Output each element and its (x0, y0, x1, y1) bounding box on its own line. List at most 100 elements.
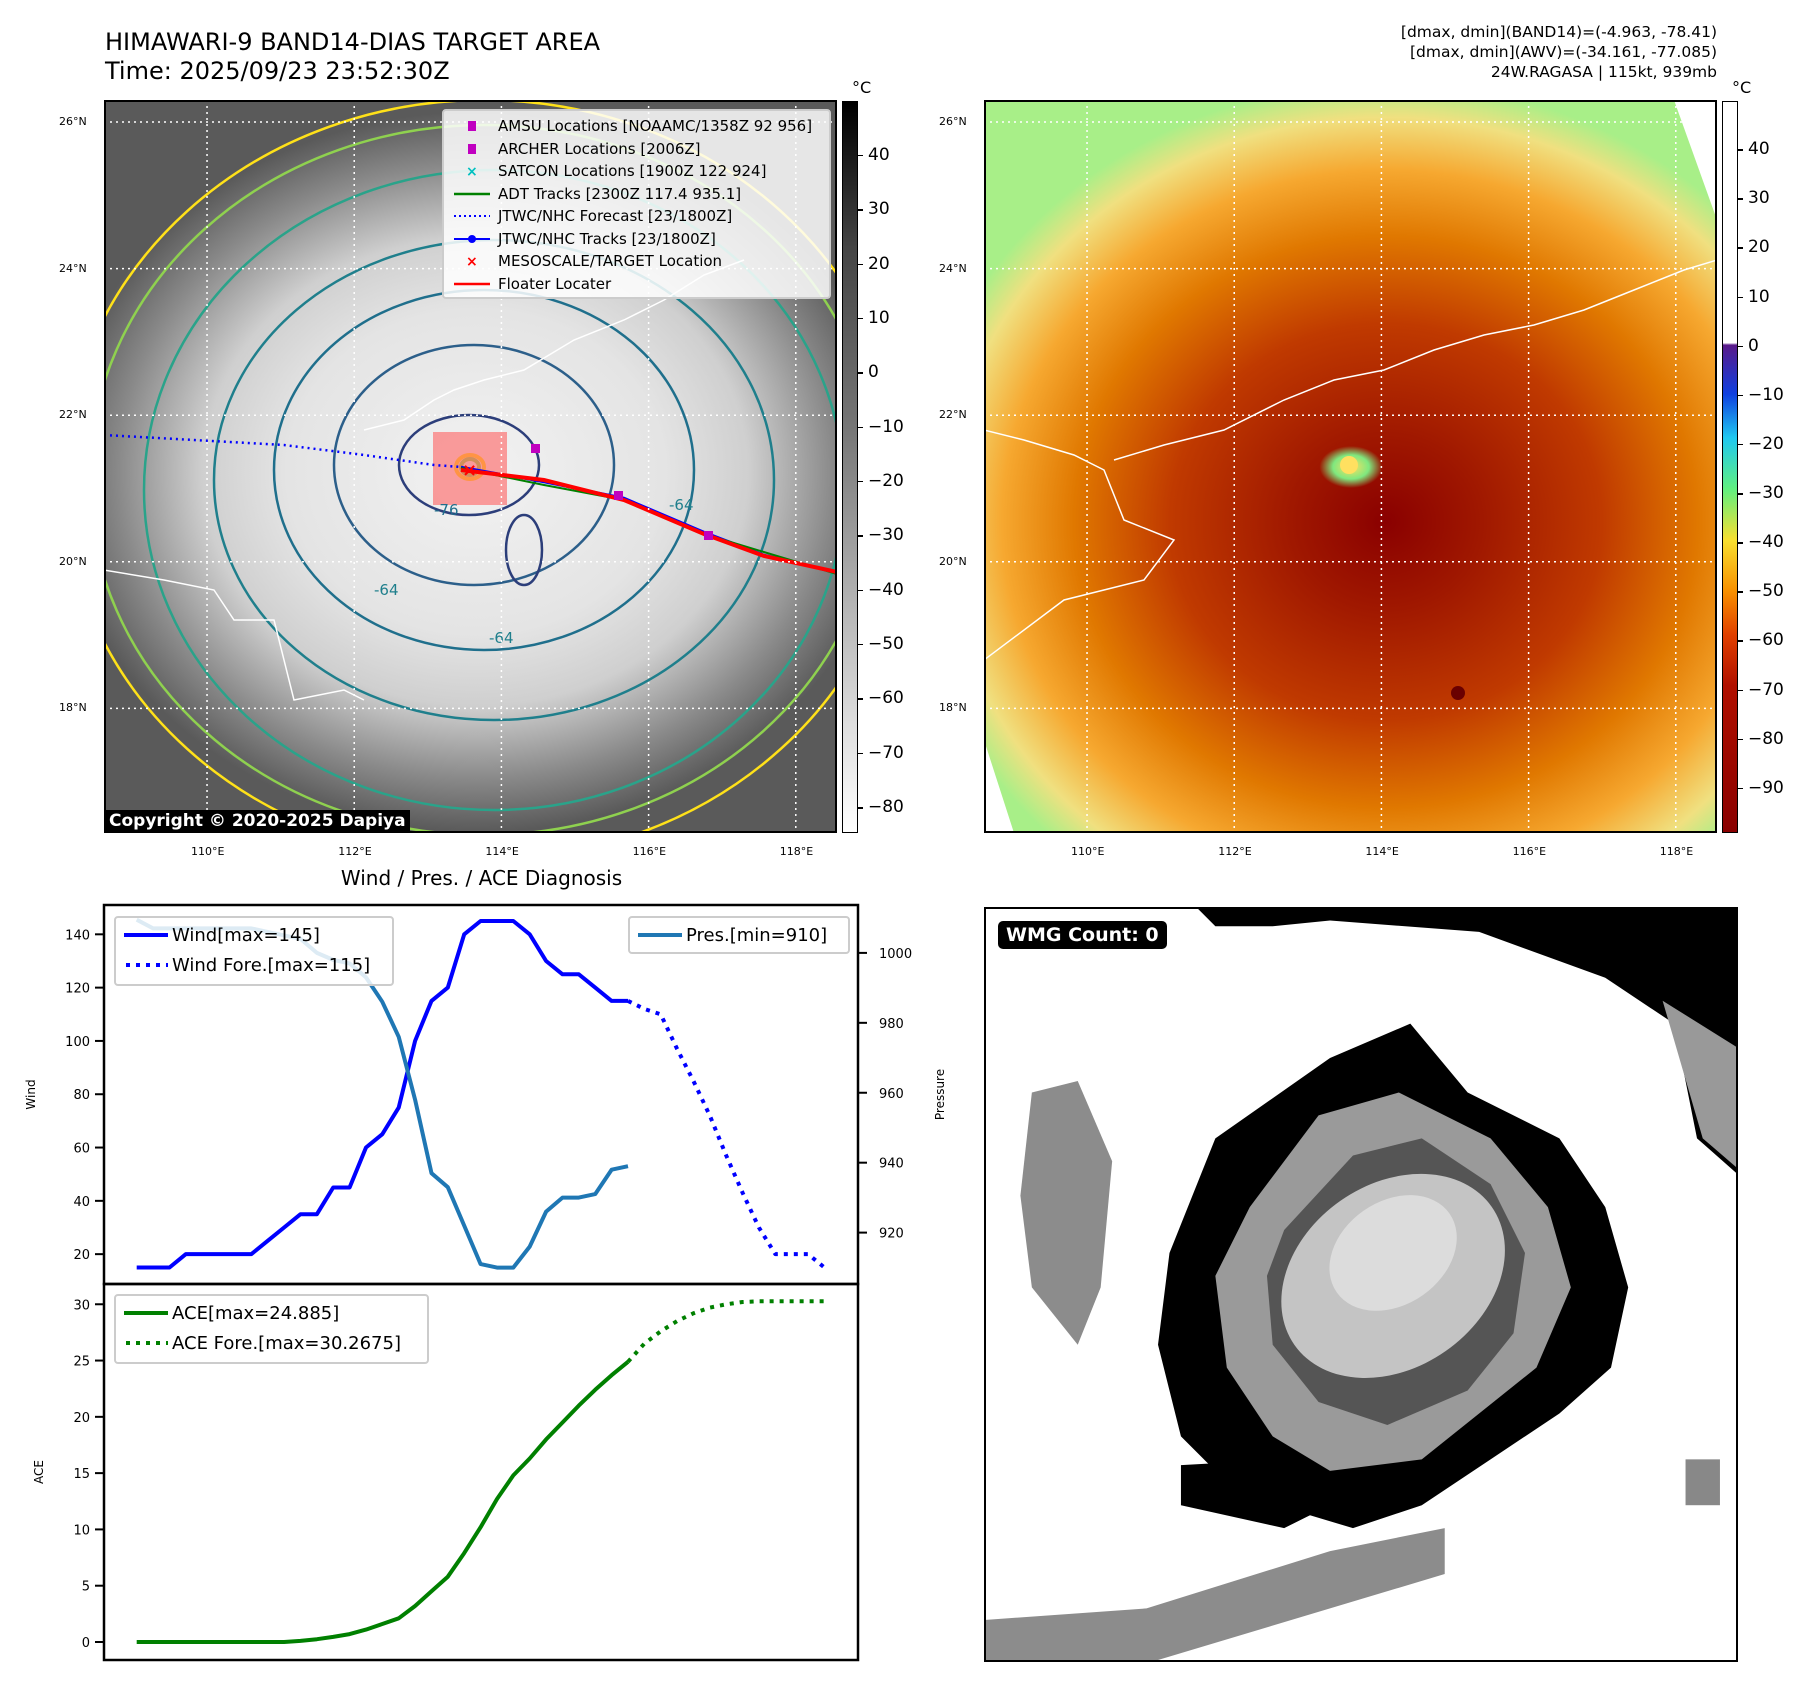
ace-forecast-line-icon (120, 1340, 172, 1346)
colorbar-tick-label: 30 (868, 199, 890, 220)
no-data-region (986, 746, 1014, 831)
legend-item: ARCHER Locations [2006Z] (446, 138, 827, 161)
y-tick-label: 10 (73, 1523, 90, 1538)
coastline (106, 569, 365, 701)
title-line-1: HIMAWARI-9 BAND14-DIAS TARGET AREA (105, 28, 601, 56)
legend-label: Floater Locater (498, 274, 612, 293)
colorbar-tick-label: −70 (868, 742, 904, 763)
colorbar-tick-mark (1738, 394, 1743, 397)
legend-item: × SATCON Locations [1900Z 122 924] (446, 160, 827, 183)
amsu-marker (531, 444, 540, 453)
series-wind (136, 919, 628, 1270)
cyan-x-icon: × (446, 165, 498, 177)
colorbar-tick-label: 0 (1748, 335, 1759, 356)
lon-label: 118°E (1659, 845, 1694, 858)
colorbar-tick-label: −20 (868, 470, 904, 491)
colorbar-tick-mark (1738, 542, 1743, 544)
y-tick-label: 100 (65, 1035, 90, 1050)
lon-label: 110°E (1071, 845, 1105, 858)
colorbar-tick-mark (1738, 738, 1743, 741)
awv-color-map (984, 100, 1717, 833)
map-legend: AMSU Locations [NOAAMC/1358Z 92 956] ARCH… (442, 109, 831, 299)
lon-label: 110°E (191, 845, 225, 858)
green-line-icon (446, 191, 498, 197)
colorbar-tick-mark (1738, 345, 1743, 348)
archer-marker (614, 491, 623, 500)
floater-locater-track (460, 468, 835, 574)
legend-ace: ACE[max=24.885] (172, 1302, 340, 1324)
y-right-tick-label: 1000 (879, 947, 912, 962)
colorbar-tick-mark (858, 209, 863, 211)
info-storm: 24W.RAGASA | 115kt, 939mb (1490, 63, 1717, 81)
legend-label: JTWC/NHC Tracks [23/1800Z] (498, 229, 716, 248)
blue-dotted-line-icon (446, 213, 498, 219)
mesoscale-target-x: × (462, 460, 477, 481)
wmg-black-region (1198, 909, 1736, 1173)
contour-label: -64 (374, 581, 399, 599)
wmg-count-badge: WMG Count: 0 (998, 921, 1167, 949)
lon-label: 116°E (632, 845, 667, 858)
colorbar-tick-label: 0 (868, 362, 879, 383)
svg-text:×: × (466, 255, 478, 267)
pressure-legend: Pres.[min=910] (628, 916, 850, 954)
colorbar-tick-label: −10 (1748, 384, 1784, 405)
red-line-icon (446, 281, 498, 287)
y-tick-label: 140 (65, 928, 90, 943)
colorbar-tick-mark (858, 698, 863, 700)
colorbar-tick-mark (1738, 787, 1743, 790)
colorbar-tick-label: −30 (868, 525, 904, 546)
y-tick-label: 15 (73, 1467, 90, 1482)
y-tick-label: 20 (73, 1248, 90, 1263)
contour-label: -64 (489, 629, 514, 647)
chart-title: Wind / Pres. / ACE Diagnosis (340, 866, 623, 890)
ir-grayscale-map: × -76 -64 -64 -64 AMSU Locations [NOAAMC… (104, 100, 837, 833)
colorbar-tick-label: −30 (1748, 483, 1784, 504)
info-band14: [dmax, dmin](BAND14)=(-4.963, -78.41) (1400, 23, 1717, 41)
y-tick-label: 30 (73, 1298, 90, 1313)
series-ace-fore (626, 1299, 825, 1364)
contour-label: -76 (434, 501, 459, 519)
colorbar-tick-label: −80 (868, 797, 904, 817)
colorbar-tick-label: −20 (1748, 433, 1784, 454)
y-right-tick-label: 940 (879, 1157, 904, 1172)
svg-text:×: × (466, 165, 478, 177)
colorbar-tick-mark (858, 263, 863, 266)
legend-label: JTWC/NHC Forecast [23/1800Z] (498, 207, 733, 226)
ace-line-icon (120, 1310, 172, 1316)
y-tick-label: 25 (73, 1355, 90, 1370)
eye (1340, 456, 1358, 474)
legend-item: AMSU Locations [NOAAMC/1358Z 92 956] (446, 115, 827, 138)
colorbar-tick-label: −50 (868, 633, 904, 654)
legend-label: SATCON Locations [1900Z 122 924] (498, 162, 767, 181)
colorbar-tick-mark (858, 643, 863, 646)
legend-wind-forecast: Wind Fore.[max=115] (172, 954, 371, 976)
y-tick-label: 80 (73, 1088, 90, 1103)
legend-pressure: Pres.[min=910] (686, 924, 828, 946)
legend-label: AMSU Locations [NOAAMC/1358Z 92 956] (498, 117, 813, 136)
lat-label: 20°N (939, 554, 967, 568)
wmg-black-patch (1180, 1459, 1331, 1529)
wind-axis-label: Wind (24, 1079, 38, 1109)
awv-overlay (986, 102, 1715, 831)
colorbar-tick-mark (858, 589, 863, 592)
info-awv: [dmax, dmin](AWV)=(-34.161, -77.085) (1410, 43, 1717, 61)
lat-label: 18°N (939, 701, 967, 715)
wmg-gray-patch (1685, 1459, 1720, 1506)
y-tick-label: 120 (65, 982, 90, 997)
colorbar-tick-label: 20 (1748, 237, 1770, 258)
coastline (986, 429, 1176, 660)
colorbar-tick-mark (858, 535, 863, 537)
jtwc-forecast-track (106, 433, 462, 469)
colorbar-tick-mark (1738, 247, 1743, 249)
colorbar-tick-mark (1738, 640, 1743, 642)
lon-label: 112°E (338, 845, 372, 858)
colorbar-tick-label: 10 (1748, 286, 1770, 307)
copyright: Copyright © 2020-2025 Dapiya (105, 810, 410, 832)
grayscale-colorbar (842, 101, 858, 833)
legend-item: JTWC/NHC Tracks [23/1800Z] (446, 228, 827, 251)
y-tick-label: 60 (73, 1142, 90, 1157)
legend-label: MESOSCALE/TARGET Location (498, 252, 723, 271)
lon-label: 118°E (779, 845, 814, 858)
series-ace (136, 1360, 630, 1644)
